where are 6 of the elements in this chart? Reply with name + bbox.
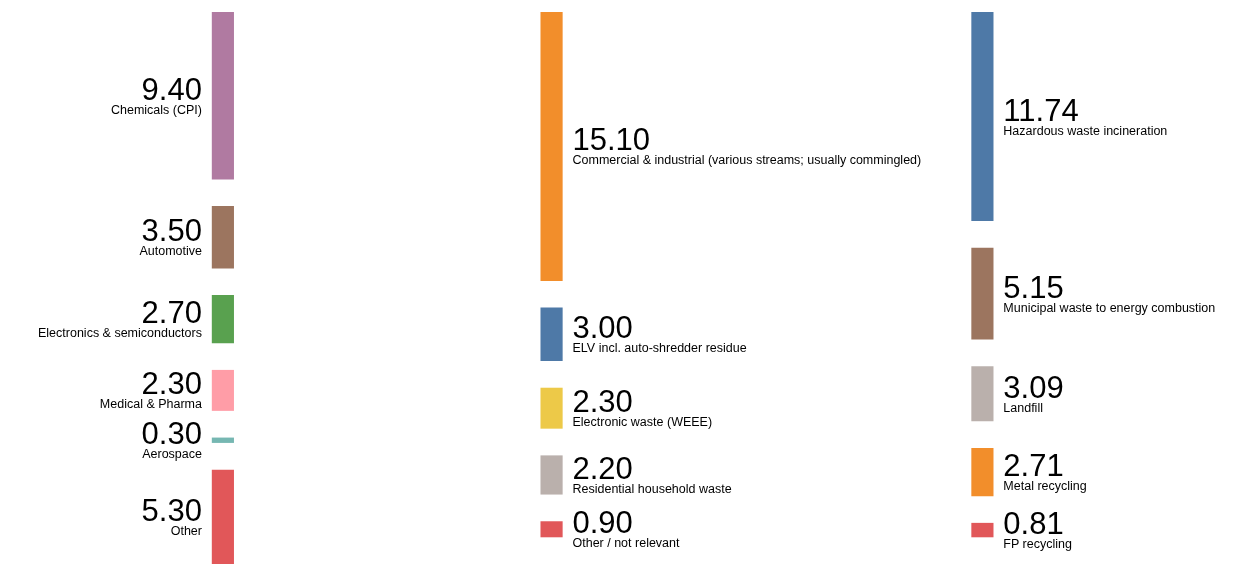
category-label: Residential household waste [572, 481, 732, 496]
category-label: Chemicals (CPI) [110, 102, 202, 117]
category-label: Other [170, 523, 202, 538]
category-label: Hazardous waste incineration [1003, 123, 1168, 138]
category-label: Landfill [1003, 400, 1043, 415]
category-label: Municipal waste to energy combustion [1003, 300, 1216, 315]
